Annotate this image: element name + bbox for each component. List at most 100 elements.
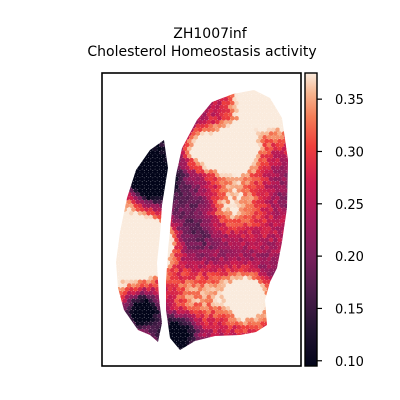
spot (182, 313, 188, 319)
spot (225, 192, 231, 197)
spot (219, 287, 225, 292)
spot (191, 313, 197, 319)
spot (245, 271, 250, 277)
spot (204, 313, 209, 319)
spot (137, 256, 143, 262)
spot (236, 309, 242, 315)
spot (240, 104, 246, 110)
spot (225, 169, 231, 174)
spot (253, 142, 259, 148)
spot (195, 192, 201, 197)
spot (182, 207, 188, 212)
spot (270, 256, 276, 262)
spot (275, 233, 280, 239)
spot (255, 192, 261, 197)
spot (161, 176, 166, 182)
spot (238, 230, 244, 235)
spot (258, 165, 263, 171)
spot (182, 169, 188, 174)
spot (255, 161, 261, 167)
spot (215, 104, 220, 110)
spot (251, 199, 257, 205)
spot (255, 131, 261, 136)
spot (139, 222, 145, 228)
spot (150, 294, 156, 300)
spot (124, 218, 130, 224)
spot (238, 146, 244, 152)
spot (187, 199, 192, 205)
spot (150, 256, 156, 262)
spot (227, 150, 233, 155)
spot (199, 161, 205, 167)
spot (128, 195, 134, 201)
spot (202, 241, 207, 247)
spot (215, 180, 220, 186)
spot (234, 328, 240, 334)
spot (227, 271, 233, 277)
spot (219, 104, 225, 110)
spot (176, 302, 182, 307)
spot (206, 279, 212, 285)
spot (144, 283, 149, 288)
spot (223, 104, 229, 110)
spot (249, 142, 255, 148)
spot (232, 157, 237, 163)
spot (199, 275, 205, 281)
spot (206, 241, 212, 247)
spot (281, 176, 287, 182)
spot (124, 203, 130, 209)
spot (206, 332, 212, 338)
spot (232, 241, 237, 247)
spot (208, 154, 214, 159)
spot (273, 260, 278, 266)
spot (178, 275, 184, 281)
spot (238, 123, 244, 129)
spot (268, 268, 274, 273)
spot (230, 268, 235, 273)
spot (178, 192, 184, 197)
spot (148, 313, 154, 319)
spot (189, 211, 194, 216)
spot (262, 287, 268, 292)
spot (176, 226, 182, 231)
spot (169, 230, 175, 235)
spot (210, 157, 216, 163)
spot (202, 112, 207, 117)
spot (154, 180, 160, 186)
spot (251, 161, 257, 167)
spot (221, 237, 227, 243)
spot (184, 287, 190, 292)
spot (139, 283, 145, 288)
spot (128, 218, 134, 224)
spot (253, 112, 259, 117)
spot (262, 241, 268, 247)
spot (202, 150, 207, 155)
spot (279, 188, 285, 193)
spot (212, 268, 218, 273)
spot (182, 176, 188, 182)
spot (182, 268, 188, 273)
spot (258, 150, 263, 155)
spot (197, 173, 203, 178)
spot (227, 173, 233, 178)
colorbar-tick-label: 0.35 (335, 93, 364, 108)
spot (148, 192, 154, 197)
spot (255, 116, 261, 121)
spot (249, 127, 255, 133)
spot (150, 287, 156, 292)
spot (204, 222, 209, 228)
spot (174, 283, 179, 288)
spot (236, 142, 242, 148)
spot (217, 237, 222, 243)
spot (230, 283, 235, 288)
spot (210, 211, 216, 216)
spot (208, 283, 214, 288)
spot (131, 192, 136, 197)
spot (133, 287, 139, 292)
spot (215, 279, 220, 285)
spot (255, 230, 261, 235)
spot (230, 313, 235, 319)
spot (154, 195, 160, 201)
spot (141, 271, 147, 277)
spot (154, 165, 160, 171)
